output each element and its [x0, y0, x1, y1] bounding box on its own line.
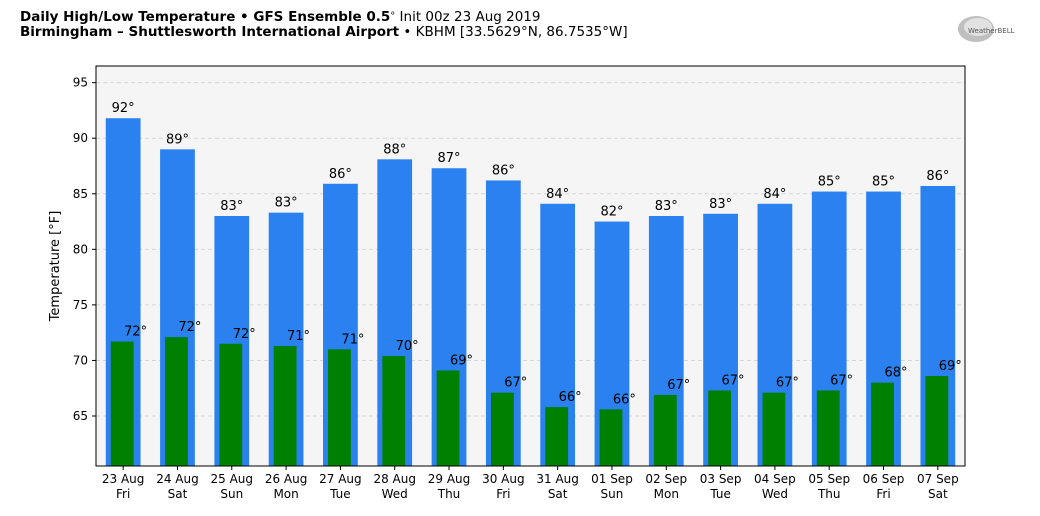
x-tick-weekday: Fri: [876, 487, 890, 501]
low-bar: [110, 341, 134, 466]
y-axis-label: Temperature [°F]: [48, 211, 63, 323]
x-tick-date: 25 Aug: [211, 472, 254, 486]
x-tick-date: 23 Aug: [102, 472, 145, 486]
y-tick-label: 95: [73, 76, 88, 90]
x-tick-weekday: Fri: [496, 487, 510, 501]
high-value-label: 86°: [926, 169, 949, 184]
low-value-label: 67°: [504, 376, 527, 391]
high-value-label: 86°: [492, 163, 515, 178]
x-tick-weekday: Thu: [437, 487, 461, 501]
x-tick-date: 24 Aug: [156, 472, 199, 486]
x-tick-weekday: Fri: [116, 487, 130, 501]
low-bar: [436, 370, 460, 466]
chart-subtitle: Birmingham – Shuttlesworth International…: [20, 24, 628, 40]
low-value-label: 72°: [124, 325, 147, 340]
high-value-label: 84°: [763, 187, 786, 202]
low-value-label: 66°: [613, 392, 636, 407]
x-tick-weekday: Sun: [601, 487, 624, 501]
x-tick-weekday: Sat: [168, 487, 188, 501]
high-value-label: 89°: [166, 132, 189, 147]
x-tick-weekday: Wed: [762, 487, 788, 501]
low-bar: [219, 343, 243, 466]
high-value-label: 83°: [220, 199, 243, 214]
low-value-label: 67°: [776, 376, 799, 391]
low-bar: [708, 390, 732, 466]
high-value-label: 92°: [112, 101, 135, 116]
x-tick-date: 30 Aug: [482, 472, 525, 486]
high-value-label: 84°: [546, 187, 569, 202]
x-tick-weekday: Sat: [548, 487, 568, 501]
y-axis: 65 70 75 80 85 90 95: [73, 76, 96, 423]
high-value-label: 88°: [383, 142, 406, 157]
low-value-label: 67°: [722, 373, 745, 388]
low-value-label: 69°: [939, 359, 962, 374]
x-tick-date: 04 Sep: [754, 472, 796, 486]
y-tick-label: 75: [73, 298, 88, 312]
low-value-label: 72°: [233, 327, 256, 342]
low-bar: [165, 337, 188, 466]
high-value-label: 87°: [438, 151, 461, 166]
high-value-label: 85°: [872, 175, 895, 190]
high-value-label: 83°: [709, 197, 732, 212]
high-value-label: 83°: [655, 199, 678, 214]
low-bar: [762, 392, 786, 466]
low-value-label: 69°: [450, 353, 473, 368]
x-tick-date: 31 Aug: [536, 472, 579, 486]
logo-text: WeatherBELL: [968, 27, 1015, 35]
x-tick-date: 26 Aug: [265, 472, 308, 486]
low-bar: [382, 356, 406, 466]
x-tick-date: 07 Sep: [917, 472, 959, 486]
x-tick-date: 06 Sep: [863, 472, 905, 486]
low-bar: [871, 382, 894, 466]
low-value-label: 72°: [178, 320, 201, 335]
high-value-label: 83°: [275, 196, 298, 211]
y-tick-label: 85: [73, 187, 88, 201]
x-tick-date: 28 Aug: [373, 472, 416, 486]
low-value-label: 68°: [884, 366, 907, 381]
low-value-label: 67°: [667, 378, 690, 393]
x-tick-date: 03 Sep: [700, 472, 742, 486]
x-tick-weekday: Tue: [709, 487, 731, 501]
low-value-label: 70°: [396, 339, 419, 354]
x-tick-date: 05 Sep: [808, 472, 850, 486]
low-value-label: 67°: [830, 373, 853, 388]
low-bar: [328, 349, 351, 466]
x-tick-date: 29 Aug: [428, 472, 471, 486]
low-value-label: 71°: [287, 329, 310, 344]
x-tick-weekday: Mon: [273, 487, 298, 501]
x-tick-weekday: Tue: [329, 487, 351, 501]
high-series: [105, 118, 956, 467]
high-value-label: 85°: [818, 175, 841, 190]
plot-frame: [95, 65, 966, 467]
low-bar: [653, 394, 677, 466]
y-tick-label: 65: [73, 409, 88, 423]
x-tick-weekday: Mon: [654, 487, 679, 501]
low-bar: [925, 376, 949, 466]
x-tick-weekday: Thu: [817, 487, 841, 501]
chart-title: Daily High/Low Temperature • GFS Ensembl…: [20, 9, 541, 25]
low-bar: [816, 390, 840, 466]
y-tick-label: 70: [73, 353, 88, 367]
low-bar: [599, 409, 623, 466]
data-labels: 92° 72° 89° 72° 83° 72° 83° 71° 86° 71° 88° 70° 87° 6…: [112, 101, 962, 407]
weatherbell-logo: WeatherBELL: [958, 16, 1015, 42]
y-tick-label: 90: [73, 131, 88, 145]
low-value-label: 71°: [341, 332, 364, 347]
y-tick-label: 80: [73, 242, 88, 256]
low-bar: [545, 407, 569, 466]
low-bar: [490, 392, 514, 466]
x-tick-date: 02 Sep: [645, 472, 687, 486]
low-series: [110, 337, 949, 466]
x-tick-weekday: Sun: [220, 487, 243, 501]
high-value-label: 86°: [329, 167, 352, 182]
low-value-label: 66°: [559, 390, 582, 405]
x-tick-date: 01 Sep: [591, 472, 633, 486]
x-tick-date: 27 Aug: [319, 472, 362, 486]
high-value-label: 82°: [600, 205, 623, 220]
x-tick-weekday: Sat: [928, 487, 948, 501]
x-tick-weekday: Wed: [382, 487, 408, 501]
low-bar: [273, 346, 297, 466]
